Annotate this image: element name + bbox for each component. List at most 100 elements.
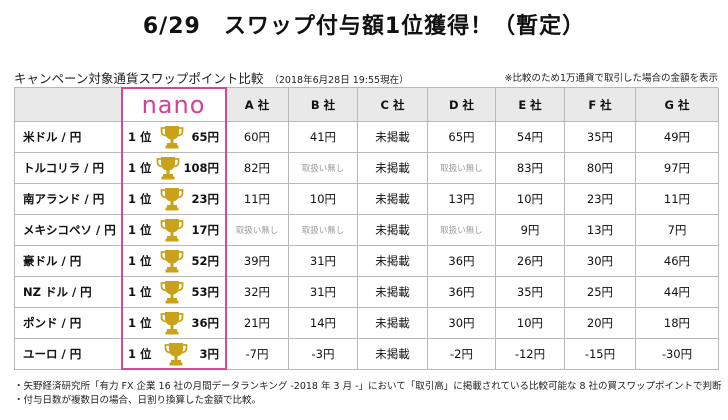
swap-value-cell: 65円 xyxy=(428,122,496,153)
header-company-1: A 社 xyxy=(226,88,289,122)
swap-value-cell: -15円 xyxy=(565,339,636,370)
swap-value-cell: 25円 xyxy=(565,277,636,308)
rank-label: 1 位 xyxy=(128,347,152,361)
swap-value-cell: 13円 xyxy=(428,184,496,215)
swap-value-cell: 未掲載 xyxy=(358,339,428,370)
swap-value-cell: 35円 xyxy=(565,122,636,153)
swap-value-cell: 10円 xyxy=(496,308,565,339)
swap-value-cell: -2円 xyxy=(428,339,496,370)
trophy-icon xyxy=(160,312,183,335)
currency-pair-label: トルコリラ / 円 xyxy=(15,153,122,184)
swap-value-cell: 23円 xyxy=(565,184,636,215)
swap-value-cell: -12円 xyxy=(496,339,565,370)
swap-value-cell: 32円 xyxy=(226,277,289,308)
swap-value-cell: 97円 xyxy=(636,153,719,184)
nano-value-cell: 1 位 17円 xyxy=(122,215,226,246)
rank-label: 1 位 xyxy=(128,223,152,237)
swap-value-cell: 35円 xyxy=(496,277,565,308)
rank-label: 1 位 xyxy=(128,316,152,330)
swap-value-cell: 11円 xyxy=(636,184,719,215)
swap-value-cell: 30円 xyxy=(428,308,496,339)
trophy-icon xyxy=(160,281,183,304)
nano-value-cell: 1 位 36円 xyxy=(122,308,226,339)
rank-label: 1 位 xyxy=(128,130,152,144)
swap-value-cell: 未掲載 xyxy=(358,215,428,246)
nano-swap-value: 23円 xyxy=(191,192,219,206)
swap-value-cell: -3円 xyxy=(289,339,358,370)
currency-pair-label: ポンド / 円 xyxy=(15,308,122,339)
footnote-2: ・付与日数が複数日の場合、日割り換算した金額で比較。 xyxy=(14,395,262,406)
swap-value-cell: 14円 xyxy=(289,308,358,339)
currency-pair-label: NZ ドル / 円 xyxy=(15,277,122,308)
swap-value-cell: 18円 xyxy=(636,308,719,339)
swap-value-cell: 44円 xyxy=(636,277,719,308)
currency-pair-label: 米ドル / 円 xyxy=(15,122,122,153)
swap-value-cell: -30円 xyxy=(636,339,719,370)
nano-swap-value: 65円 xyxy=(191,130,219,144)
swap-value-cell: 36円 xyxy=(428,277,496,308)
comparison-title: キャンペーン対象通貨スワップポイント比較 xyxy=(14,71,264,86)
nano-logo: nano xyxy=(122,88,226,122)
trophy-wrapper xyxy=(160,279,184,305)
swap-value-cell: 未掲載 xyxy=(358,122,428,153)
trophy-wrapper xyxy=(160,217,184,243)
nano-value-cell: 1 位 53円 xyxy=(122,277,226,308)
comparison-subheading: キャンペーン対象通貨スワップポイント比較 （2018年6月28日 19:55現在）… xyxy=(14,68,718,86)
swap-value-cell: 30円 xyxy=(565,246,636,277)
header-company-2: B 社 xyxy=(289,88,358,122)
swap-value-cell: 13円 xyxy=(565,215,636,246)
trophy-wrapper xyxy=(160,248,184,274)
nano-value-cell: 1 位 23円 xyxy=(122,184,226,215)
swap-value-cell: 20円 xyxy=(565,308,636,339)
swap-value-cell: 取扱い無し xyxy=(289,153,358,184)
rank-label: 1 位 xyxy=(128,161,152,175)
swap-value-cell: 未掲載 xyxy=(358,277,428,308)
trophy-icon xyxy=(160,126,183,149)
currency-pair-label: 南アランド / 円 xyxy=(15,184,122,215)
trophy-wrapper xyxy=(156,155,180,181)
trophy-icon xyxy=(156,157,179,180)
header-company-4: D 社 xyxy=(428,88,496,122)
swap-value-cell: 39円 xyxy=(226,246,289,277)
swap-value-cell: 80円 xyxy=(565,153,636,184)
header-blank xyxy=(15,88,122,122)
as-of-date: （2018年6月28日 19:55現在） xyxy=(269,75,409,86)
nano-value-cell: 1 位 108円 xyxy=(122,153,226,184)
swap-value-cell: 未掲載 xyxy=(358,184,428,215)
rank-label: 1 位 xyxy=(128,192,152,206)
header-company-6: F 社 xyxy=(565,88,636,122)
swap-value-cell: 取扱い無し xyxy=(428,153,496,184)
trophy-icon xyxy=(164,343,187,366)
swap-value-cell: 10円 xyxy=(289,184,358,215)
footnotes: ・矢野経済研究所「有力 FX 企業 16 社の月間データランキング -2018 … xyxy=(14,380,724,408)
swap-value-cell: 11円 xyxy=(226,184,289,215)
swap-value-cell: 9円 xyxy=(496,215,565,246)
swap-value-cell: 21円 xyxy=(226,308,289,339)
swap-value-cell: 取扱い無し xyxy=(226,215,289,246)
nano-swap-value: 36円 xyxy=(191,316,219,330)
currency-pair-label: メキシコペソ / 円 xyxy=(15,215,122,246)
nano-value-cell: 1 位 52円 xyxy=(122,246,226,277)
nano-value-cell: 1 位 3円 xyxy=(122,339,226,370)
header-company-3: C 社 xyxy=(358,88,428,122)
nano-value-cell: 1 位 65円 xyxy=(122,122,226,153)
swap-value-cell: 未掲載 xyxy=(358,308,428,339)
page-title: 6/29 スワップ付与額1位獲得！（暫定） xyxy=(142,14,586,39)
header-company-7: G 社 xyxy=(636,88,719,122)
swap-value-cell: 10円 xyxy=(496,184,565,215)
swap-value-cell: 未掲載 xyxy=(358,246,428,277)
swap-value-cell: 31円 xyxy=(289,246,358,277)
trophy-icon xyxy=(160,188,183,211)
trophy-wrapper xyxy=(160,124,184,150)
header-company-5: E 社 xyxy=(496,88,565,122)
swap-value-cell: 60円 xyxy=(226,122,289,153)
currency-pair-label: 豪ドル / 円 xyxy=(15,246,122,277)
nano-swap-value: 3円 xyxy=(199,347,219,361)
trophy-icon xyxy=(160,250,183,273)
swap-value-cell: 26円 xyxy=(496,246,565,277)
trophy-wrapper xyxy=(164,341,188,367)
currency-pair-label: ユーロ / 円 xyxy=(15,339,122,370)
nano-swap-value: 53円 xyxy=(191,285,219,299)
rank-label: 1 位 xyxy=(128,285,152,299)
